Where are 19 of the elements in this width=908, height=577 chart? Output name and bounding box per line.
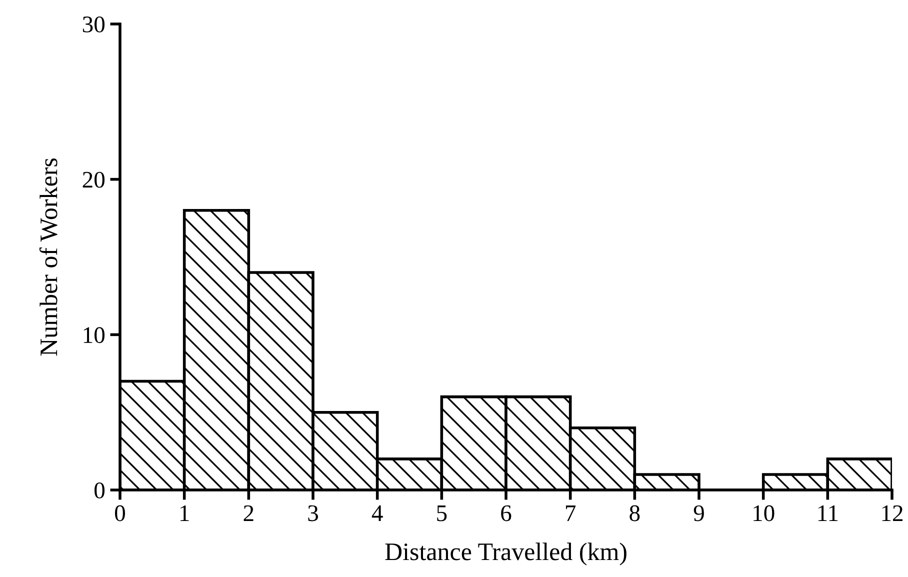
x-tick-label: 2 — [244, 505, 254, 521]
x-tick-label: 11 — [818, 505, 838, 521]
x-tick-label: 4 — [372, 505, 383, 521]
x-tick-label: 9 — [694, 505, 704, 522]
x-tick-label: 3 — [308, 505, 318, 522]
y-tick-label: 20 — [82, 172, 105, 188]
y-tick-label: 0 — [94, 482, 105, 498]
x-tick-label: 8 — [630, 505, 640, 522]
x-axis-title: Distance Travelled (km) — [385, 542, 626, 566]
y-tick-label: 30 — [82, 16, 105, 32]
x-tick-label: 6 — [501, 505, 512, 522]
x-tick-label: 10 — [754, 505, 774, 522]
y-axis-title: Number of Workers — [39, 158, 58, 356]
x-tick-label: 5 — [437, 506, 447, 522]
x-tick-label: 12 — [882, 505, 903, 521]
x-tick-label: 7 — [566, 506, 576, 521]
x-tick-label: 1 — [180, 505, 189, 521]
y-tick-label: 10 — [84, 327, 105, 344]
x-tick-label: 0 — [114, 505, 126, 522]
